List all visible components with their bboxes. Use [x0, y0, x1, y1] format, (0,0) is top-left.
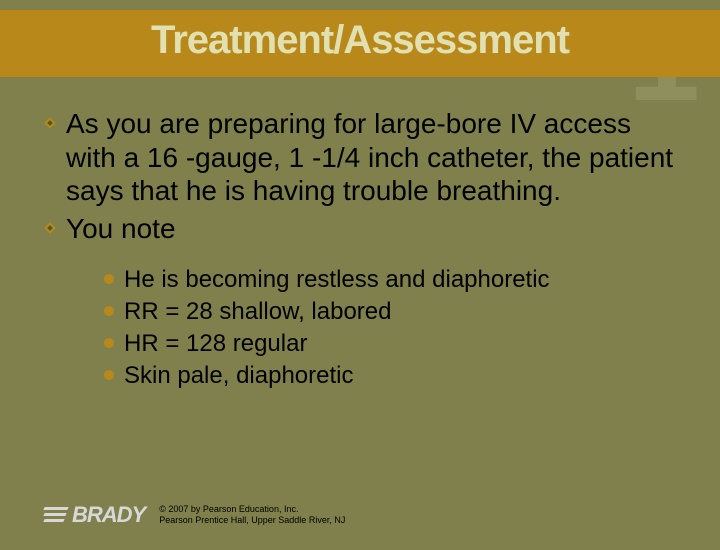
sub-bullet: He is becoming restless and diaphoretic [104, 265, 676, 295]
content-area: As you are preparing for large-bore IV a… [0, 77, 720, 391]
copyright: © 2007 by Pearson Education, Inc. Pearso… [159, 504, 345, 526]
bullet-dot-icon [104, 370, 114, 380]
brady-logo: BRADY [44, 502, 145, 528]
title-bar: Treatment/Assessment [0, 10, 720, 77]
slide-title: Treatment/Assessment [0, 18, 720, 63]
copyright-line: Pearson Prentice Hall, Upper Saddle Rive… [159, 515, 345, 526]
bullet-dot-icon [104, 274, 114, 284]
main-bullet-text: You note [66, 212, 176, 246]
sub-bullet-text: He is becoming restless and diaphoretic [124, 265, 550, 295]
footer: BRADY © 2007 by Pearson Education, Inc. … [44, 502, 345, 528]
sub-bullet-text: Skin pale, diaphoretic [124, 361, 353, 391]
sub-bullet: RR = 28 shallow, labored [104, 297, 676, 327]
copyright-line: © 2007 by Pearson Education, Inc. [159, 504, 345, 515]
logo-stripes-icon [44, 507, 70, 525]
bullet-dot-icon [104, 306, 114, 316]
sub-bullet: HR = 128 regular [104, 329, 676, 359]
sub-bullet-text: HR = 128 regular [124, 329, 307, 359]
logo-text: BRADY [72, 502, 145, 527]
sub-bullet: Skin pale, diaphoretic [104, 361, 676, 391]
main-bullet-text: As you are preparing for large-bore IV a… [66, 107, 676, 208]
bullet-dot-icon [104, 338, 114, 348]
sub-bullet-list: He is becoming restless and diaphoretic … [44, 249, 676, 391]
main-bullet: You note [44, 212, 676, 246]
sub-bullet-text: RR = 28 shallow, labored [124, 297, 392, 327]
diamond-icon [44, 222, 58, 236]
diamond-icon [44, 117, 58, 131]
main-bullet: As you are preparing for large-bore IV a… [44, 107, 676, 208]
